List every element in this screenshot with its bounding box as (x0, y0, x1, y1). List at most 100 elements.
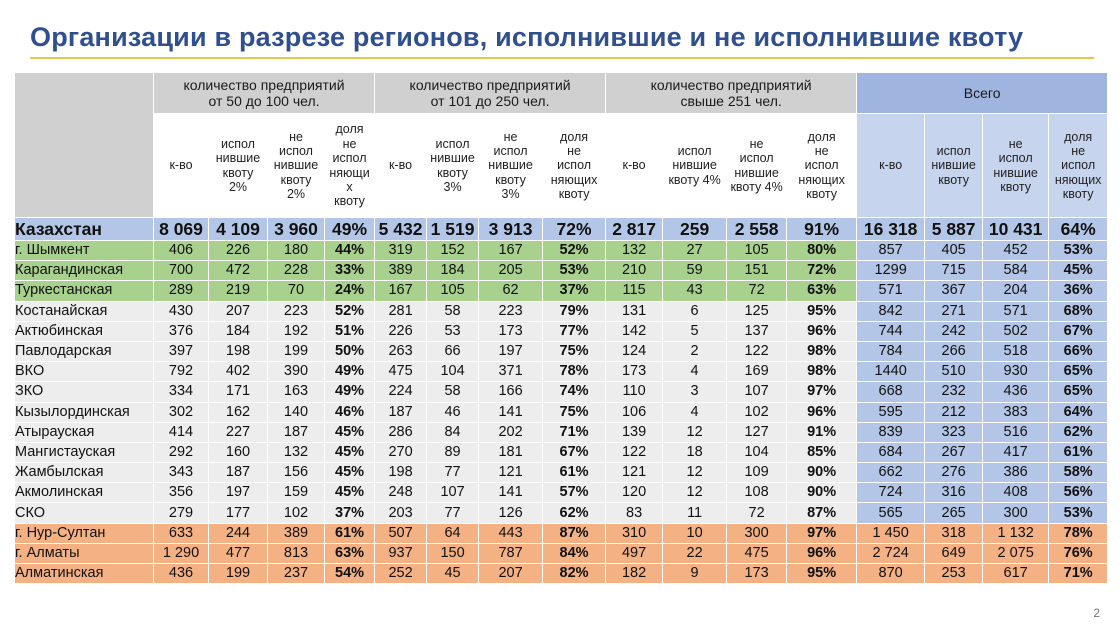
value-cell: 89 (426, 441, 480, 464)
sub-header-row: к-во испол нившие квоту 2% не испол нившие квоту… (15, 113, 1109, 218)
value-cell: 10 431 (982, 217, 1050, 241)
value-cell: 98% (786, 340, 858, 363)
value-cell: 930 (982, 361, 1050, 383)
value-cell: 61% (323, 522, 376, 544)
group-header-101-250: количество предприятий от 101 до 250 чел. (374, 72, 607, 114)
table-row: г. Нур-Султан 633 244 389 61% 507 64 443 87% 310 1… (14, 522, 1109, 544)
value-cell: 3 960 (267, 217, 325, 241)
value-cell: 77% (542, 320, 607, 342)
value-cell: 12 (662, 482, 728, 504)
value-cell: 477 (208, 542, 268, 565)
value-cell: 132 (605, 239, 664, 262)
value-cell: 12 (662, 462, 728, 484)
table-row: Кызылординская 302 162 140 46% 187 46 141 75% 106… (14, 401, 1109, 423)
value-cell: 571 (856, 280, 926, 302)
value-cell: 502 (982, 320, 1050, 342)
value-cell: 2 817 (605, 217, 664, 241)
value-cell: 152 (426, 239, 480, 262)
value-cell: 102 (726, 401, 788, 423)
value-cell: 316 (924, 482, 984, 504)
value-cell: 102 (267, 502, 325, 524)
value-cell: 4 109 (208, 217, 268, 241)
table-row: Атырауская 414 227 187 45% 286 84 202 71% 139 12 12… (14, 421, 1109, 443)
value-cell: 207 (478, 562, 544, 585)
value-cell: 271 (924, 300, 984, 322)
value-cell: 210 (605, 260, 664, 282)
table-row: Костанайская 430 207 223 52% 281 58 223 79% 131 6 1… (14, 300, 1109, 322)
value-cell: 45% (323, 421, 376, 443)
value-cell: 58% (1048, 462, 1109, 484)
value-cell: 77 (426, 502, 480, 524)
table-row: Карагандинская 700 472 228 33% 389 184 205 53% 21… (14, 260, 1109, 282)
value-cell: 72% (786, 260, 858, 282)
region-name-cell: ВКО (14, 361, 154, 383)
value-cell: 24% (323, 280, 376, 302)
value-cell: 58 (426, 381, 480, 403)
value-cell: 571 (982, 300, 1050, 322)
value-cell: 226 (374, 320, 428, 342)
value-cell: 27 (662, 239, 728, 262)
region-name-cell: г. Алматы (14, 542, 154, 565)
value-cell: 46% (323, 401, 376, 423)
value-cell: 516 (982, 421, 1050, 443)
value-cell: 300 (982, 502, 1050, 524)
value-cell: 166 (478, 381, 544, 403)
value-cell: 367 (924, 280, 984, 302)
value-cell: 270 (374, 441, 428, 464)
value-cell: 237 (267, 562, 325, 585)
region-name-cell: ЗКО (14, 381, 154, 403)
value-cell: 49% (323, 217, 376, 241)
value-cell: 1 290 (153, 542, 209, 565)
value-cell: 182 (605, 562, 664, 585)
value-cell: 356 (153, 482, 209, 504)
value-cell: 281 (374, 300, 428, 322)
value-cell: 62 (478, 280, 544, 302)
value-cell: 715 (924, 260, 984, 282)
table-row: Казахстан 8 069 4 109 3 960 49% 5 432 1 519 3 9… (14, 217, 1109, 241)
value-cell: 96% (786, 542, 858, 565)
value-cell: 98% (786, 361, 858, 383)
value-cell: 5 (662, 320, 728, 342)
value-cell: 2 724 (856, 542, 926, 565)
value-cell: 310 (605, 522, 664, 544)
value-cell: 192 (267, 320, 325, 342)
value-cell: 65% (1048, 361, 1109, 383)
value-cell: 204 (982, 280, 1050, 302)
value-cell: 104 (426, 361, 480, 383)
value-cell: 169 (726, 361, 788, 383)
group-header-50-100: количество предприятий от 50 до 100 чел. (152, 72, 376, 114)
sub-header: испол нившие квоту 4% (662, 113, 728, 218)
value-cell: 76% (1048, 542, 1109, 565)
value-cell: 318 (924, 522, 984, 544)
value-cell: 649 (924, 542, 984, 565)
value-cell: 2 (662, 340, 728, 363)
value-cell: 417 (982, 441, 1050, 464)
value-cell: 84% (542, 542, 607, 565)
page-title: Организации в разрезе регионов, исполнив… (30, 22, 1024, 52)
value-cell: 52% (323, 300, 376, 322)
value-cell: 72 (726, 502, 788, 524)
value-cell: 839 (856, 421, 926, 443)
value-cell: 61% (542, 462, 607, 484)
value-cell: 197 (208, 482, 268, 504)
sub-header: не испол нившие квоту 3% (478, 113, 544, 218)
value-cell: 286 (374, 421, 428, 443)
value-cell: 36% (1048, 280, 1109, 302)
value-cell: 376 (153, 320, 209, 342)
value-cell: 173 (605, 361, 664, 383)
value-cell: 475 (374, 361, 428, 383)
value-cell: 223 (478, 300, 544, 322)
region-name-cell: Актюбинская (14, 320, 154, 342)
value-cell: 198 (374, 462, 428, 484)
value-cell: 371 (478, 361, 544, 383)
value-cell: 141 (478, 401, 544, 423)
value-cell: 127 (726, 421, 788, 443)
value-cell: 937 (374, 542, 428, 565)
value-cell: 870 (856, 562, 926, 585)
value-cell: 75% (542, 401, 607, 423)
value-cell: 436 (982, 381, 1050, 403)
value-cell: 5 432 (374, 217, 428, 241)
value-cell: 58 (426, 300, 480, 322)
value-cell: 53% (1048, 502, 1109, 524)
